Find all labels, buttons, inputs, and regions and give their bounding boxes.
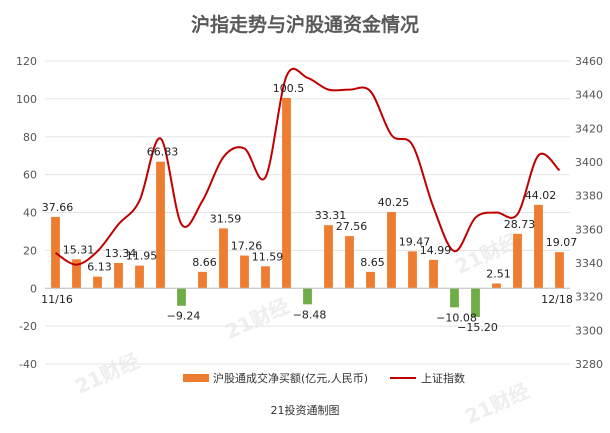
bar-data-label: 11.59: [252, 250, 284, 263]
bar: [324, 225, 333, 289]
bar-data-label: 40.25: [378, 196, 410, 209]
bar-data-label: 13.34: [105, 247, 137, 260]
bar: [177, 288, 186, 306]
right-axis-ticks: 3280 3300 3320 3340 3360 3380 3400 3420 3440 3460: [575, 55, 603, 371]
gridlines: [45, 60, 570, 365]
bar-data-label: 44.02: [525, 189, 557, 202]
left-axis-ticks: -40 -20 0 20 40 60 80 100 120: [16, 55, 37, 371]
right-tick-label: 3420: [575, 122, 603, 135]
bar-data-label: 37.66: [42, 201, 74, 214]
legend-label-bars: 沪股通成交净买额(亿元,人民币): [213, 371, 368, 385]
legend: 沪股通成交净买额(亿元,人民币) 上证指数: [183, 371, 465, 385]
bar: [282, 97, 291, 289]
bar: [471, 288, 480, 318]
legend-swatch-bars: [183, 374, 209, 382]
bar: [450, 288, 459, 308]
bar: [534, 204, 543, 289]
bar: [156, 161, 165, 289]
left-tick-label: 0: [30, 282, 37, 295]
right-tick-label: 3340: [575, 257, 603, 270]
bar: [93, 276, 102, 289]
x-tick-last: 12/18: [541, 293, 573, 306]
bar: [51, 216, 60, 289]
bar-data-label: 17.26: [231, 240, 263, 253]
legend-label-line: 上证指数: [421, 371, 465, 385]
left-tick-label: 60: [23, 169, 37, 182]
bar-data-label: 14.99: [420, 244, 452, 257]
right-tick-label: 3320: [575, 291, 603, 304]
bar-data-label: 8.65: [360, 256, 385, 269]
bar-data-label: 6.13: [87, 261, 112, 274]
bar-data-label: −9.24: [167, 310, 201, 323]
right-tick-label: 3400: [575, 156, 603, 169]
bar-data-label: −15.20: [457, 321, 498, 334]
bar-data-label: −8.48: [293, 308, 327, 321]
bar-series: [51, 97, 564, 318]
x-tick-first: 11/16: [41, 293, 73, 306]
bar-data-label: 15.31: [63, 243, 95, 256]
index-line-series: [54, 67, 561, 266]
bar: [345, 236, 354, 289]
bar: [72, 259, 81, 289]
watermark: 21财经: [71, 348, 143, 398]
bar: [240, 255, 249, 289]
bar-data-label: 2.51: [486, 267, 511, 280]
bar-data-label: 19.07: [546, 236, 578, 249]
left-tick-label: 120: [16, 55, 37, 68]
left-tick-label: -20: [19, 320, 37, 333]
bar: [555, 252, 564, 289]
source-note: 21投资通制图: [271, 403, 340, 417]
bar: [198, 271, 207, 289]
right-tick-label: 3360: [575, 223, 603, 236]
watermark: 21财经: [221, 293, 293, 343]
bar-data-label: 8.66: [192, 256, 217, 269]
bar-data-label: 11.95: [126, 250, 158, 263]
right-tick-label: 3280: [575, 358, 603, 371]
bar: [429, 259, 438, 289]
bar-data-label: 33.31: [315, 209, 347, 222]
bar: [135, 265, 144, 289]
right-tick-label: 3300: [575, 324, 603, 337]
bar: [513, 233, 522, 289]
bar-data-label: 19.47: [399, 235, 431, 248]
bar-data-label: −10.08: [436, 311, 477, 324]
left-tick-label: 40: [23, 207, 37, 220]
bar: [408, 251, 417, 289]
right-tick-label: 3460: [575, 55, 603, 68]
left-tick-label: 100: [16, 93, 37, 106]
left-tick-label: 20: [23, 244, 37, 257]
bar: [114, 262, 123, 289]
bar-data-label: 28.73: [504, 218, 536, 231]
bar: [303, 288, 312, 305]
left-tick-label: 80: [23, 131, 37, 144]
bar: [366, 271, 375, 289]
bar: [492, 283, 501, 289]
right-tick-label: 3380: [575, 190, 603, 203]
bar-data-label: 31.59: [210, 212, 242, 225]
bar-data-label: 66.83: [147, 146, 179, 159]
bar-data-label: 100.5: [273, 82, 305, 95]
chart-title: 沪指走势与沪股通资金情况: [191, 13, 419, 36]
bar: [219, 228, 228, 289]
bar-data-label: 27.56: [336, 220, 368, 233]
left-tick-label: -40: [19, 358, 37, 371]
bar: [261, 266, 270, 289]
bar: [387, 212, 396, 289]
right-tick-label: 3440: [575, 89, 603, 102]
watermark: 21财经: [461, 378, 533, 428]
